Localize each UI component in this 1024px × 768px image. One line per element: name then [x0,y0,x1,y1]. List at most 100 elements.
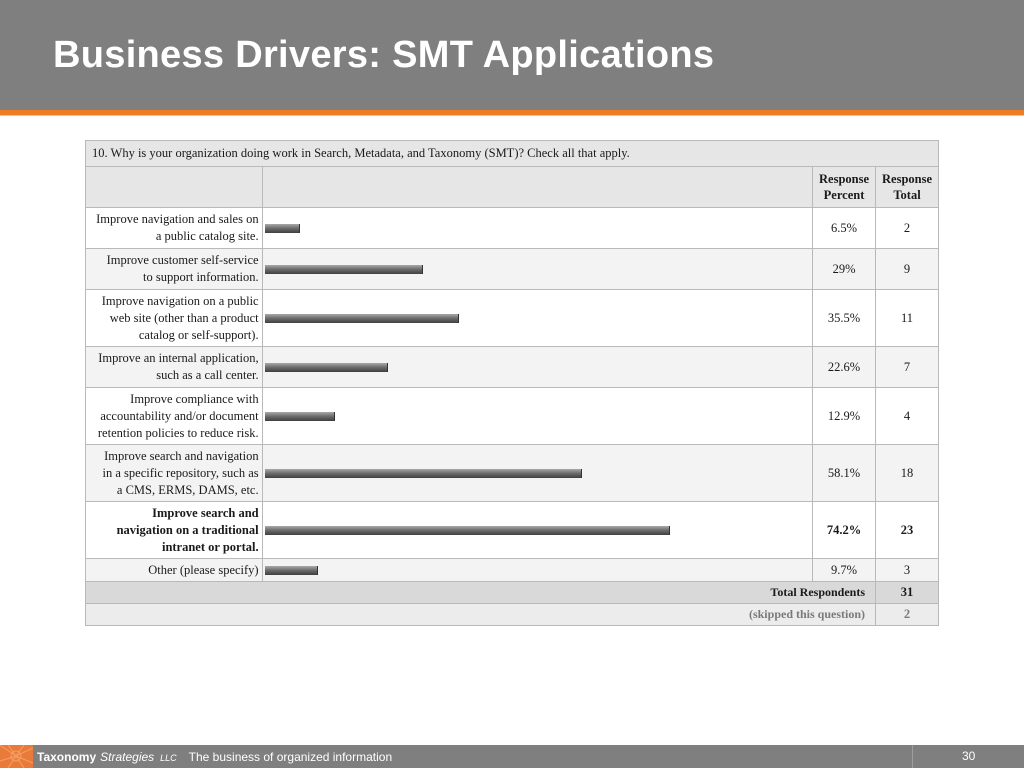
response-percent: 29% [812,248,877,290]
response-total: 11 [875,289,939,347]
header-percent-line-1: Response [819,172,870,186]
title-bar [0,0,1024,110]
total-respondents-row: Total Respondents 31 [84,581,939,604]
logo-icon [0,745,33,768]
answer-label-line: Improve customer self-service [106,253,259,267]
answer-label-line: Other (please specify) [148,562,259,577]
answer-label-line: catalog or self-support). [138,327,259,342]
answer-label: Improve customer self-service to support … [85,248,263,290]
bar-cell [261,387,814,445]
bar-cell [261,248,814,290]
brand-name-bold: Taxonomy [37,750,97,764]
response-percent: 12.9% [812,387,877,445]
footer-bar [0,745,1024,768]
logo-burst-icon [0,745,33,768]
answer-row: Improve navigation on a public web site (… [85,289,939,347]
answer-label: Improve navigation on a public web site (… [85,289,263,347]
answer-label-line: to support information. [142,270,259,284]
response-percent: 35.5% [812,289,877,347]
bar-cell [261,289,814,347]
response-bar [264,223,300,233]
header-percent-line-2: Percent [823,188,865,202]
response-total: 9 [875,248,939,290]
answer-label-line: Improve compliance with [130,391,259,406]
footer-tagline: The business of organized information [188,750,393,764]
answer-label-line: intranet or portal. [161,539,259,554]
question-text: 10. Why is your organization doing work … [85,140,939,167]
bar-cell [261,444,814,502]
answer-label-line: such as a call center. [156,368,259,382]
bar-cell [261,207,814,249]
answer-label-line: accountability and/or document [100,408,259,423]
response-percent: 22.6% [812,346,877,388]
header-response-total: Response Total [875,166,939,208]
response-bar [264,468,582,478]
answer-label: Other (please specify) [85,558,263,582]
answer-label-line: Improve navigation and sales on [96,212,259,226]
column-header-row: Response Percent Response Total [85,166,939,208]
answer-row: Improve search and navigation in a specif… [85,444,939,502]
answer-label-line: a public catalog site. [155,229,259,243]
accent-rule-shadow [0,115,1024,116]
footer-divider [912,745,913,768]
response-total: 2 [875,207,939,249]
skipped-row: (skipped this question) 2 [84,603,939,626]
answer-label: Improve search and navigation in a specif… [85,444,263,502]
response-bar [264,313,459,323]
page-number: 30 [962,749,976,763]
header-total-line-1: Response [882,172,933,186]
response-total: 7 [875,346,939,388]
skipped-label: (skipped this question) [84,603,877,626]
bar-cell [261,501,814,559]
header-blank-bar [261,166,814,208]
survey-table-body: 10. Why is your organization doing work … [84,140,939,626]
answer-label-line: in a specific repository, such as [102,465,259,480]
header-total-line-2: Total [893,188,921,202]
answer-label-line: Improve an internal application, [98,351,259,365]
response-percent: 74.2% [812,501,877,559]
response-total: 23 [875,501,939,559]
response-bar [264,264,423,274]
response-bar [264,411,335,421]
answer-label: Improve search and navigation on a tradit… [85,501,263,559]
bar-cell [261,346,814,388]
answer-label-line: retention policies to reduce risk. [97,425,259,440]
answer-row: Improve search and navigation on a tradit… [85,501,939,559]
answer-label-line: Improve search and navigation [104,448,259,463]
survey-results-table: 10. Why is your organization doing work … [84,140,939,626]
accent-rule [0,110,1024,115]
answer-row: Improve an internal application, such as … [85,346,939,388]
answer-label: Improve compliance with accountability an… [85,387,263,445]
answer-label-line: web site (other than a product [109,310,259,325]
answer-label: Improve an internal application, such as … [85,346,263,388]
answer-row: Improve compliance with accountability an… [85,387,939,445]
question-row: 10. Why is your organization doing work … [85,140,939,167]
response-percent: 58.1% [812,444,877,502]
response-bar [264,525,670,535]
response-percent: 6.5% [812,207,877,249]
response-total: 4 [875,387,939,445]
total-respondents-value: 31 [875,581,939,604]
brand-llc: LLC [160,753,177,763]
answer-label: Improve navigation and sales on a public … [85,207,263,249]
bar-cell [261,558,814,582]
response-percent: 9.7% [812,558,877,582]
answer-row: Improve customer self-service to support … [85,248,939,290]
skipped-value: 2 [875,603,939,626]
answer-label-line: a CMS, ERMS, DAMS, etc. [116,482,259,497]
response-bar [264,565,318,575]
footer-brand: Taxonomy Strategies LLC The business of org… [37,750,392,764]
answer-row: Improve navigation and sales on a public … [85,207,939,249]
response-bar [264,362,388,372]
header-response-percent: Response Percent [812,166,877,208]
slide-title: Business Drivers: SMT Applications [53,34,715,76]
answer-row: Other (please specify) 9.7% 3 [85,558,939,582]
header-blank-label [85,166,263,208]
answer-label-line: Improve navigation on a public [101,293,259,308]
brand-name-italic: Strategies [100,750,155,764]
response-total: 18 [875,444,939,502]
answer-label-line: Improve search and [152,505,259,520]
answer-label-line: navigation on a traditional [116,522,259,537]
response-total: 3 [875,558,939,582]
total-respondents-label: Total Respondents [84,581,877,604]
